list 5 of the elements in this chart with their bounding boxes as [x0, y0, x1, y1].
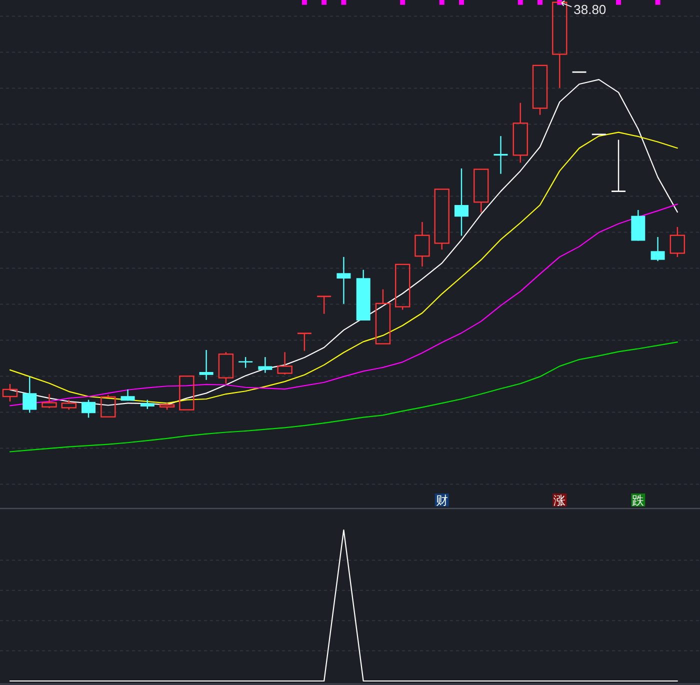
event-tag: 涨 — [552, 494, 567, 508]
annotation: 38.80 — [561, 0, 606, 17]
event-tag: 跌 — [631, 494, 646, 508]
annotation: 38.80 — [574, 2, 606, 17]
event-tag: 财 — [434, 494, 449, 508]
